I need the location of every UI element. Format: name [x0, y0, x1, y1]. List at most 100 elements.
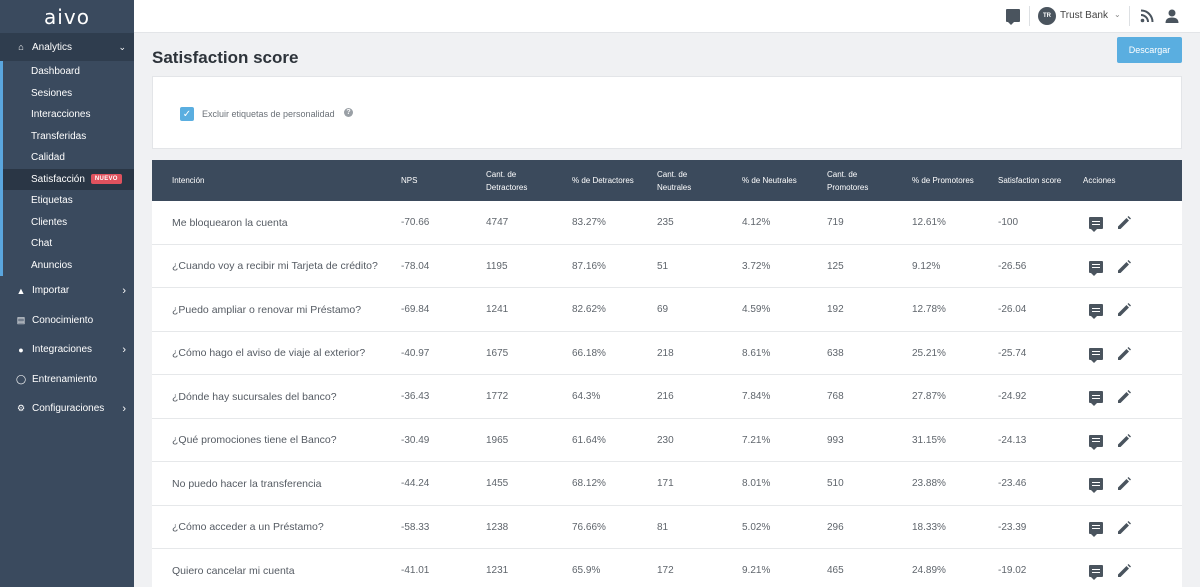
- edit-icon[interactable]: [1116, 433, 1132, 449]
- sidebar-item-label: Integraciones: [32, 344, 93, 356]
- column-header-text: Promotores: [827, 182, 869, 192]
- cell-pct-promotores: 23.88%: [912, 478, 946, 489]
- cell-pct-neutrales: 5.02%: [742, 521, 771, 533]
- sidebar-item-label: Clientes: [31, 216, 68, 228]
- chevron-down-icon[interactable]: ⌄: [1114, 10, 1121, 19]
- sidebar-item-configuraciones[interactable]: ⚙ Configuraciones ›: [0, 394, 134, 424]
- sidebar-item-chat[interactable]: Chat: [3, 233, 134, 255]
- sidebar-item-label: Satisfacción: [31, 173, 85, 185]
- cell-cant-promotores: 993: [827, 434, 844, 446]
- cell-intencion: ¿Puedo ampliar o renovar mi Préstamo?: [172, 303, 362, 316]
- sidebar-item-clientes[interactable]: Clientes: [3, 212, 134, 234]
- cell-cant-detractores: 1241: [486, 304, 509, 315]
- cell-intencion: ¿Cómo hago el aviso de viaje al exterior…: [172, 347, 366, 359]
- comment-icon[interactable]: [1089, 478, 1103, 493]
- table-header: Intención NPS Cant. de Detractores % de Detr…: [152, 160, 1182, 201]
- cell-cant-neutrales: 51: [657, 260, 669, 272]
- sidebar-item-importar[interactable]: ▲ Importar ›: [0, 276, 134, 306]
- sidebar-item-calidad[interactable]: Calidad: [3, 147, 134, 169]
- cell-pct-detractores: 64.3%: [572, 391, 601, 402]
- sidebar-item-label: Etiquetas: [31, 195, 73, 207]
- cell-satisfaction-score: -23.39: [998, 521, 1027, 533]
- cell-nps: -41.01: [401, 565, 430, 576]
- avatar[interactable]: TR: [1038, 7, 1056, 25]
- cell-cant-detractores: 4747: [486, 217, 509, 228]
- sidebar-item-transferidas[interactable]: Transferidas: [3, 126, 134, 148]
- comment-icon[interactable]: [1089, 347, 1103, 363]
- cell-intencion: Quiero cancelar mi cuenta: [172, 564, 295, 577]
- rss-icon[interactable]: [1140, 9, 1154, 23]
- sidebar-item-integraciones[interactable]: ● Integraciones ›: [0, 335, 134, 365]
- cell-pct-detractores: 68.12%: [572, 478, 606, 489]
- cell-pct-detractores: 66.18%: [572, 347, 606, 359]
- column-header-text: Intención: [172, 176, 205, 185]
- edit-icon[interactable]: [1116, 563, 1132, 579]
- cell-pct-detractores: 87.16%: [572, 260, 606, 272]
- table-row[interactable]: ¿Cómo acceder a un Préstamo? -58.33 1238 76…: [152, 505, 1182, 549]
- comment-icon[interactable]: [1089, 521, 1103, 537]
- sidebar-item-dashboard[interactable]: Dashboard: [3, 61, 134, 83]
- comment-icon[interactable]: [1089, 565, 1103, 580]
- column-header-cant-detractores: Cant. de Detractores: [486, 160, 527, 201]
- aivo-logo[interactable]: aivo: [44, 4, 90, 29]
- comment-icon[interactable]: [1089, 434, 1103, 450]
- edit-icon[interactable]: [1116, 346, 1132, 362]
- cell-pct-neutrales: 8.01%: [742, 478, 771, 489]
- edit-icon[interactable]: [1116, 520, 1132, 536]
- table-row[interactable]: ¿Qué promociones tiene el Banco? -30.49 19…: [152, 418, 1182, 462]
- edit-icon[interactable]: [1116, 215, 1132, 231]
- table-row[interactable]: ¿Dónde hay sucursales del banco? -36.43 17…: [152, 375, 1182, 419]
- table-row[interactable]: Quiero cancelar mi cuenta -41.01 1231 65.9%…: [152, 549, 1182, 587]
- sidebar-item-conocimiento[interactable]: ▤ Conocimiento: [0, 306, 134, 336]
- book-icon: ▤: [16, 314, 26, 325]
- cell-pct-neutrales: 8.61%: [742, 347, 771, 359]
- cell-pct-promotores: 12.61%: [912, 217, 946, 228]
- column-header-satisfaction-score: Satisfaction score: [998, 160, 1061, 201]
- comment-icon[interactable]: [1089, 304, 1103, 319]
- edit-icon[interactable]: [1116, 302, 1132, 318]
- exclude-personality-label[interactable]: Excluir etiquetas de personalidad: [202, 109, 335, 119]
- sidebar-item-sesiones[interactable]: Sesiones: [3, 83, 134, 105]
- column-header-pct-neutrales: % de Neutrales: [742, 160, 797, 201]
- cell-pct-promotores: 9.12%: [912, 260, 941, 272]
- comment-icon[interactable]: [1089, 391, 1103, 406]
- sidebar-item-etiquetas[interactable]: Etiquetas: [3, 190, 134, 212]
- column-header-text: Detractores: [486, 182, 528, 192]
- messages-icon[interactable]: [1006, 9, 1020, 25]
- cell-nps: -44.24: [401, 478, 430, 489]
- edit-icon[interactable]: [1116, 389, 1132, 405]
- account-name[interactable]: Trust Bank: [1060, 10, 1108, 21]
- sidebar-item-analytics[interactable]: ⌂ Analytics ⌄: [0, 33, 134, 61]
- table-row[interactable]: Me bloquearon la cuenta -70.66 4747 83.27% 2…: [152, 201, 1182, 245]
- sidebar-item-label: Dashboard: [31, 66, 80, 78]
- help-icon[interactable]: ?: [344, 108, 353, 117]
- user-icon[interactable]: [1164, 8, 1180, 24]
- comment-icon[interactable]: [1089, 260, 1103, 276]
- cell-nps: -40.97: [401, 347, 430, 359]
- home-icon: ⌂: [18, 42, 24, 52]
- sidebar-item-anuncios[interactable]: Anuncios: [3, 255, 134, 277]
- cell-cant-neutrales: 218: [657, 347, 674, 359]
- column-header-text: Cant. de: [827, 169, 858, 179]
- cell-cant-neutrales: 230: [657, 434, 674, 446]
- edit-icon[interactable]: [1116, 476, 1132, 492]
- sidebar-item-entrenamiento[interactable]: ◯ Entrenamiento: [0, 365, 134, 395]
- table-row[interactable]: ¿Cómo hago el aviso de viaje al exterior…: [152, 331, 1182, 375]
- column-header-text: Neutrales: [657, 182, 692, 192]
- sidebar-item-label: Anuncios: [31, 259, 73, 271]
- edit-icon[interactable]: [1116, 259, 1132, 275]
- exclude-personality-checkbox[interactable]: ✓: [180, 107, 194, 121]
- chevron-right-icon: ›: [122, 402, 126, 415]
- sidebar-item-satisfaccion[interactable]: Satisfacción NUEVO: [3, 168, 134, 190]
- upload-icon: ▲: [16, 285, 26, 296]
- table-row[interactable]: No puedo hacer la transferencia -44.24 145…: [152, 462, 1182, 506]
- table-row[interactable]: ¿Cuando voy a recibir mi Tarjeta de créd…: [152, 244, 1182, 288]
- sidebar-item-interacciones[interactable]: Interacciones: [3, 104, 134, 126]
- column-header-text: % de Detractores: [572, 176, 634, 185]
- comment-icon[interactable]: [1089, 217, 1103, 232]
- cell-cant-promotores: 768: [827, 391, 844, 402]
- top-bar: TR Trust Bank ⌄: [134, 0, 1200, 33]
- table-row[interactable]: ¿Puedo ampliar o renovar mi Préstamo? -69…: [152, 288, 1182, 332]
- cell-satisfaction-score: -25.74: [998, 347, 1027, 359]
- download-button[interactable]: Descargar: [1117, 37, 1182, 63]
